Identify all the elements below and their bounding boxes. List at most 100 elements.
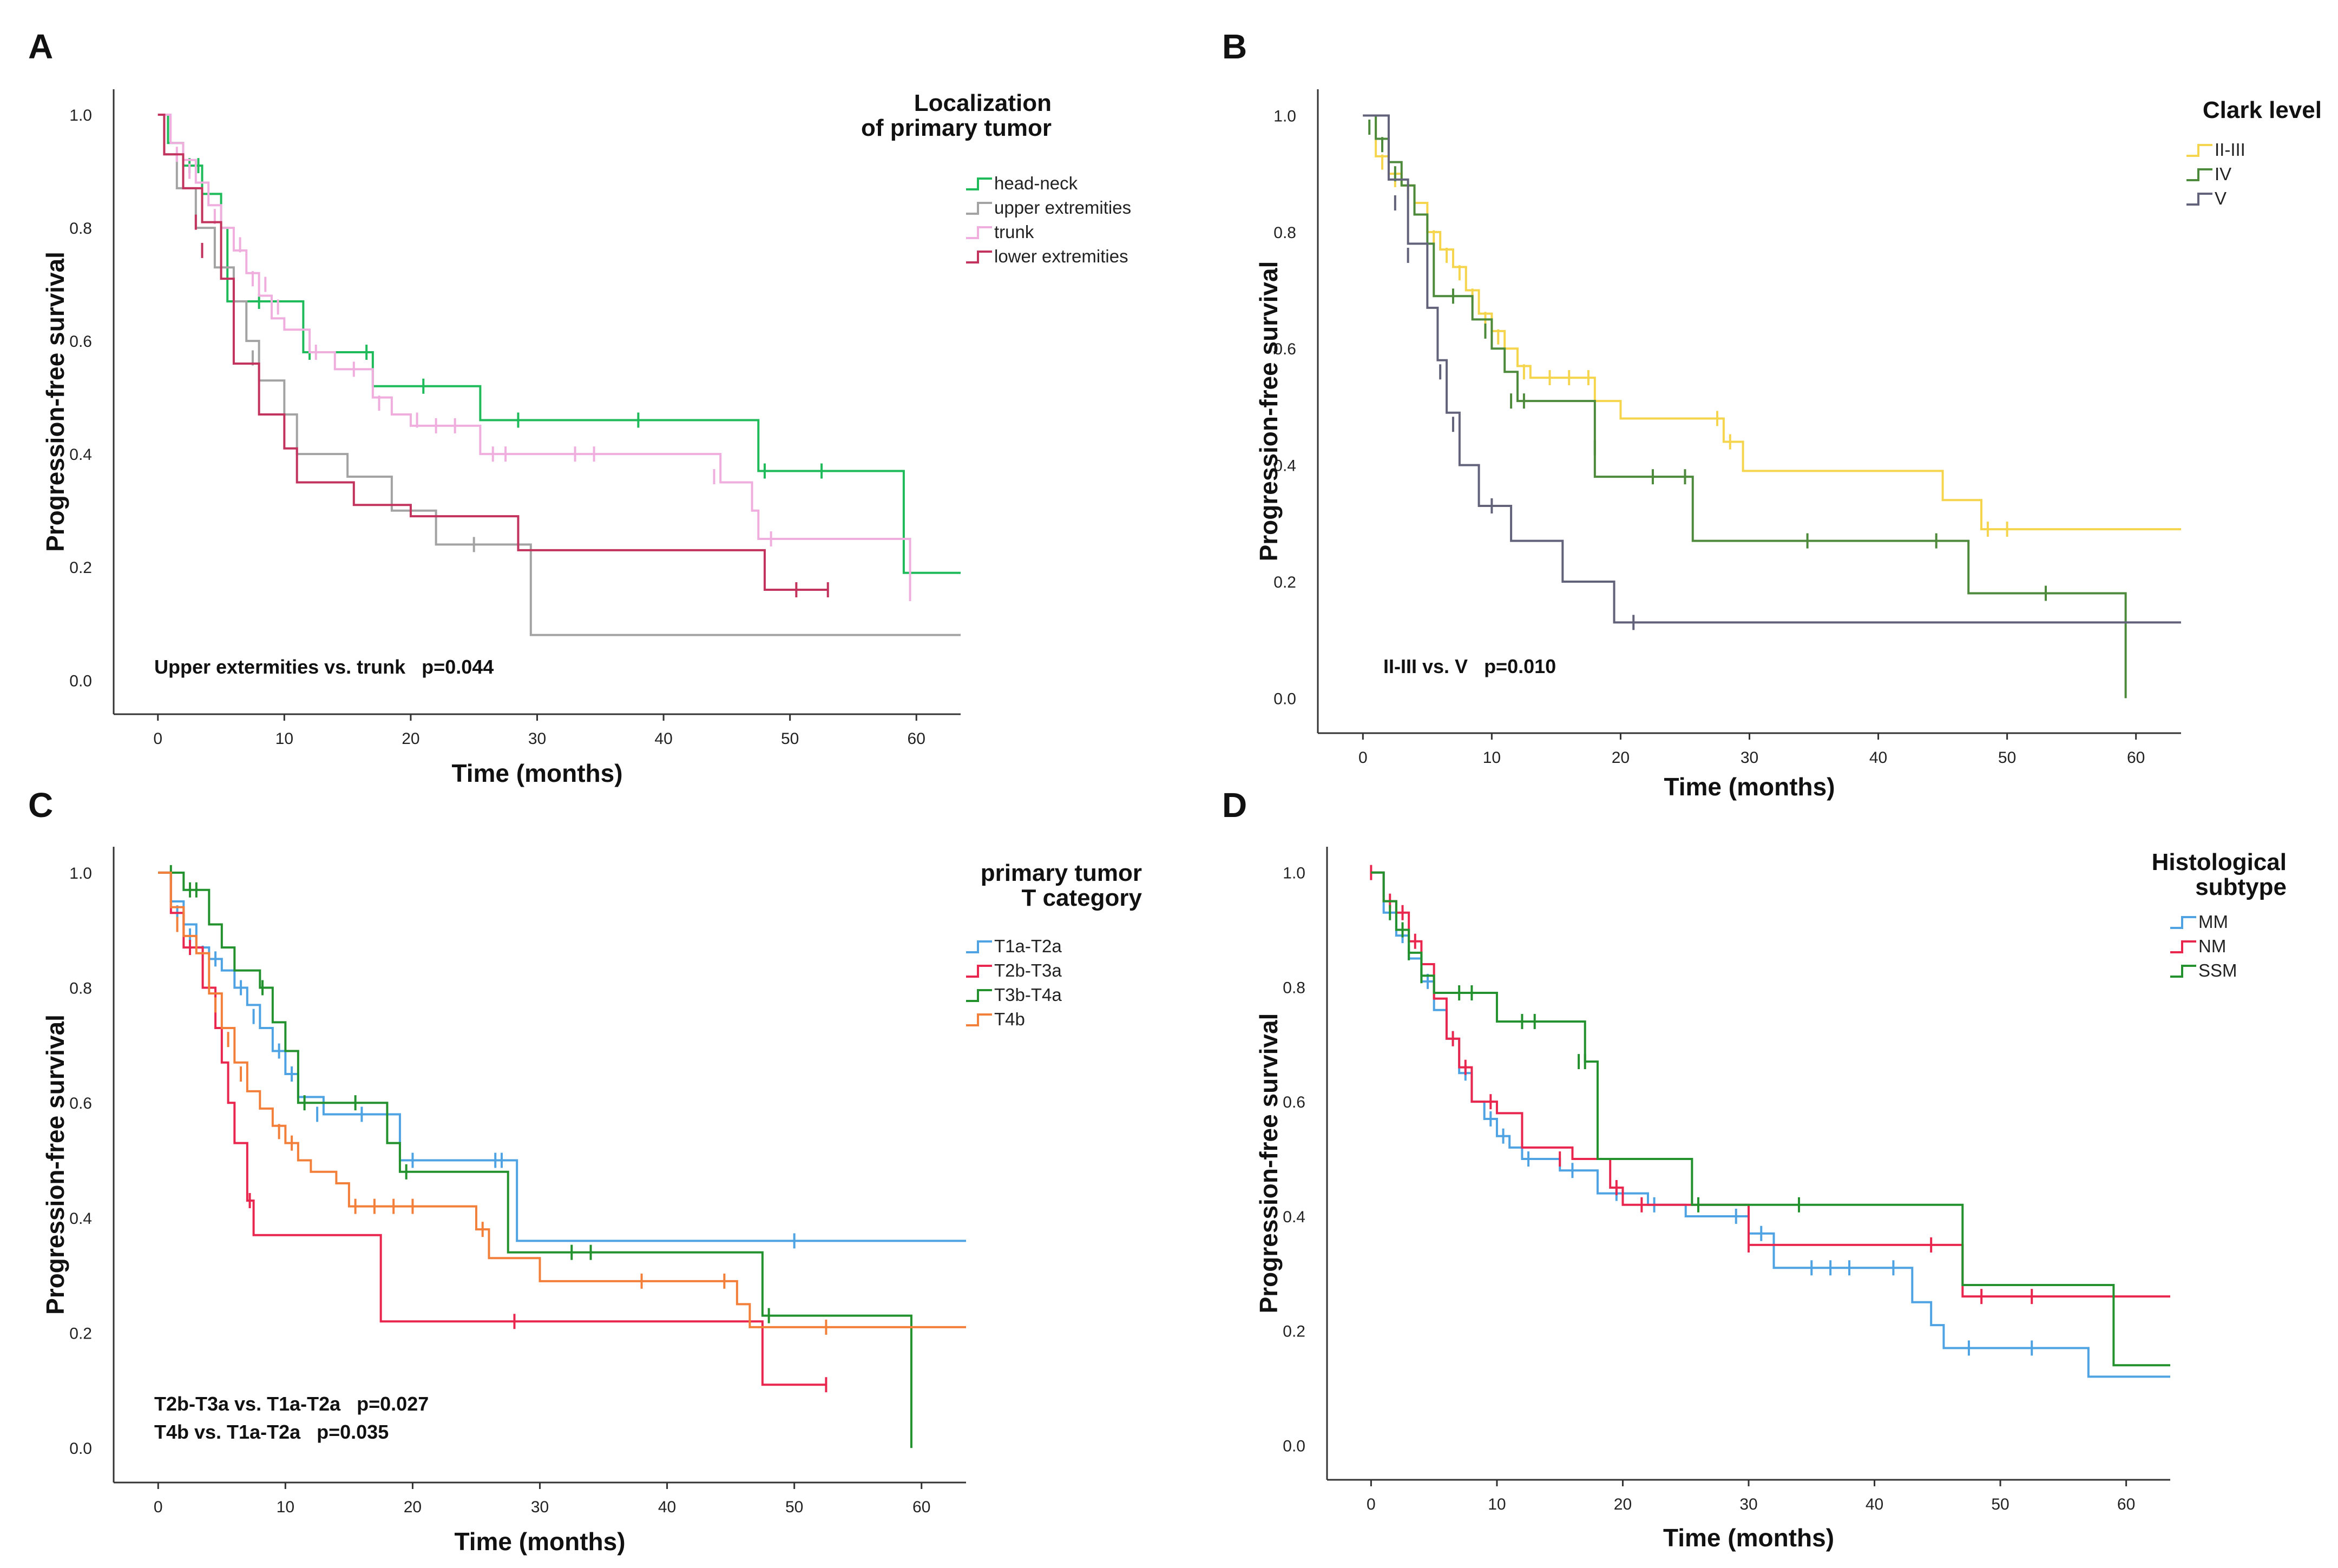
legend-title: primary tumor T category xyxy=(981,860,1142,911)
x-axis-label: Time (months) xyxy=(454,1527,625,1556)
series-iv xyxy=(1363,114,2127,699)
y-axis-label: Progression-free survival xyxy=(1255,1013,1283,1314)
y-tick-label: 0.8 xyxy=(1283,979,1305,997)
legend-label: MM xyxy=(2198,912,2228,932)
y-tick-label: 0.0 xyxy=(69,1440,92,1458)
legend-swatch xyxy=(2186,193,2212,206)
x-tick-label: 60 xyxy=(912,1498,930,1516)
y-tick-label: 0.0 xyxy=(69,672,92,690)
x-tick-label: 10 xyxy=(275,730,293,748)
legend-swatch xyxy=(2170,916,2196,929)
panel-letter: A xyxy=(28,27,53,66)
x-tick-label: 60 xyxy=(908,730,925,748)
legend-item: SSM xyxy=(2170,960,2237,980)
x-tick-label: 40 xyxy=(1866,1495,1883,1513)
legend-label: NM xyxy=(2198,936,2226,956)
legend-item: head-neck xyxy=(966,173,1078,193)
y-tick-label: 0.2 xyxy=(1283,1323,1305,1341)
x-tick-label: 30 xyxy=(528,730,546,748)
y-tick-label: 0.0 xyxy=(1273,690,1296,708)
legend-label: SSM xyxy=(2198,960,2237,980)
legend-item: T1a-T2a xyxy=(966,936,1062,956)
legend-label: lower extremities xyxy=(994,246,1128,266)
x-tick-label: 50 xyxy=(781,730,799,748)
legend-label: T3b-T4a xyxy=(994,985,1062,1005)
survival-curve xyxy=(1363,114,2127,699)
panel-letter: C xyxy=(28,786,53,825)
x-tick-label: 10 xyxy=(1483,749,1501,767)
legend-swatch xyxy=(966,940,992,953)
x-tick-label: 10 xyxy=(277,1498,294,1516)
panel-letter: D xyxy=(1222,786,1247,825)
legend-item: V xyxy=(2186,188,2227,208)
series-t3b-t4a xyxy=(158,865,912,1448)
x-tick-label: 60 xyxy=(2117,1495,2135,1513)
x-tick-label: 10 xyxy=(1488,1495,1506,1513)
series-t2b-t3a xyxy=(158,871,828,1393)
legend-item: upper extremities xyxy=(966,197,1131,218)
y-tick-label: 0.6 xyxy=(1283,1093,1305,1111)
survival-curve xyxy=(1371,871,2170,1367)
panel-D: D 0 10 20 30 40 50 60 0.0 0.2 0.4 0.6 0.8 1.0 Time (mo… xyxy=(1222,786,2287,1552)
legend-title-line: of primary tumor xyxy=(861,115,1052,141)
x-tick-label: 30 xyxy=(1739,1495,1757,1513)
y-tick-label: 0.4 xyxy=(69,1210,92,1228)
series-lower-extremities xyxy=(157,114,829,598)
series-upper-extremities xyxy=(157,114,961,636)
legend-item: T4b xyxy=(966,1009,1025,1029)
y-axis-label: Progression-free survival xyxy=(1255,261,1283,562)
x-tick-label: 40 xyxy=(658,1498,676,1516)
y-tick-label: 1.0 xyxy=(69,107,92,124)
legend-title: Histological subtype xyxy=(2152,849,2287,900)
series-head-neck xyxy=(157,114,961,574)
y-tick-label: 0.6 xyxy=(69,1095,92,1112)
x-axis-label: Time (months) xyxy=(1663,1524,1834,1552)
legend-label: T1a-T2a xyxy=(994,936,1062,956)
p-value-annotation: II-III vs. V p=0.010 xyxy=(1383,655,1556,677)
x-tick-label: 40 xyxy=(1869,749,1887,767)
legend-swatch xyxy=(966,177,992,190)
survival-curve xyxy=(157,114,828,591)
y-tick-label: 0.2 xyxy=(1273,574,1296,591)
series-t4b xyxy=(158,871,966,1335)
legend-item: lower extremities xyxy=(966,246,1128,266)
x-tick-label: 30 xyxy=(531,1498,549,1516)
legend-item: T3b-T4a xyxy=(966,985,1062,1005)
legend-swatch xyxy=(966,989,992,1002)
x-tick-label: 20 xyxy=(1612,749,1630,767)
survival-curve xyxy=(158,871,826,1386)
x-tick-label: 50 xyxy=(785,1498,803,1516)
x-tick-label: 0 xyxy=(1367,1495,1376,1513)
legend-label: T2b-T3a xyxy=(994,960,1062,980)
legend-swatch xyxy=(2170,940,2196,953)
legend-swatch xyxy=(2186,168,2212,181)
x-tick-label: 50 xyxy=(1998,749,2016,767)
panel-C: C 0 10 20 30 40 50 60 0.0 0.2 0.4 0.6 0.8 1.0 Time (mo… xyxy=(28,786,1142,1556)
legend-swatch xyxy=(966,965,992,978)
series-v xyxy=(1363,114,2181,630)
legend-title: Localization of primary tumor xyxy=(861,90,1052,141)
x-tick-label: 0 xyxy=(1358,749,1368,767)
legend-title-line: Localization xyxy=(914,90,1052,116)
y-tick-label: 1.0 xyxy=(1283,865,1305,882)
legend-label: trunk xyxy=(994,222,1034,242)
legend-label: V xyxy=(2215,188,2227,208)
legend-label: head-neck xyxy=(994,173,1078,193)
p-value-annotation: Upper extermities vs. trunk p=0.044 xyxy=(154,656,494,678)
y-tick-label: 0.8 xyxy=(69,980,92,998)
panel-A: A 0 10 20 30 40 50 60 0.0 0.2 0.4 0.6 0.8 1.0 Time (mo… xyxy=(28,27,1131,787)
legend-swatch xyxy=(966,202,992,215)
legend-label: upper extremities xyxy=(994,197,1131,218)
series-trunk xyxy=(157,114,911,601)
legend-item: MM xyxy=(2170,912,2228,932)
legend-title-line: Clark level xyxy=(2203,97,2322,123)
legend-label: T4b xyxy=(994,1009,1025,1029)
legend-title-line: T category xyxy=(1021,885,1142,911)
legend-swatch xyxy=(2170,965,2196,978)
legend-item: trunk xyxy=(966,222,1034,242)
x-tick-label: 20 xyxy=(404,1498,422,1516)
y-tick-label: 0.4 xyxy=(1273,457,1296,475)
x-tick-label: 30 xyxy=(1741,749,1758,767)
legend-title-line: Histological xyxy=(2152,849,2287,875)
